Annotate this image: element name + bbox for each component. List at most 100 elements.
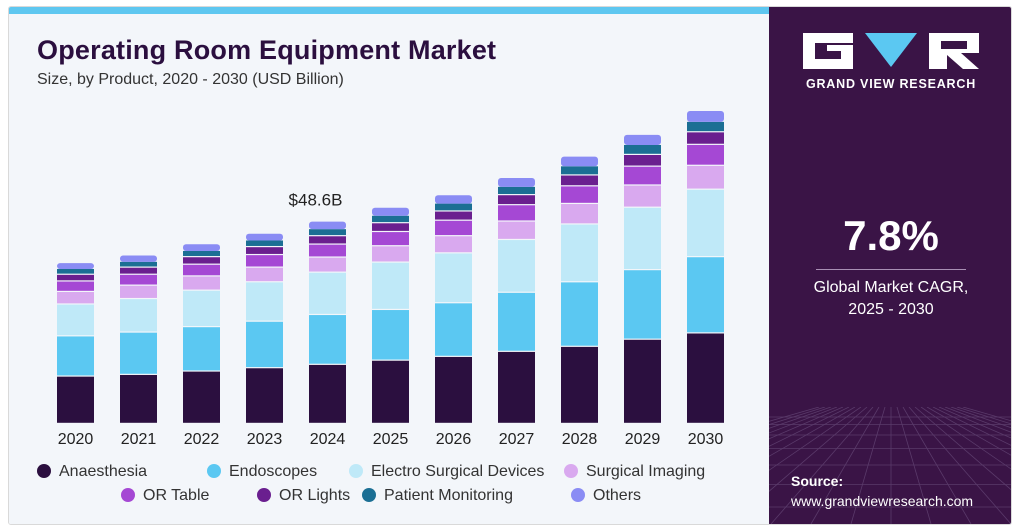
bar-segment-surgical-imaging-2030 (687, 165, 724, 189)
bar-segment-electro-surgical-devices-2022 (183, 290, 220, 327)
grid-line (769, 407, 868, 492)
bar-segment-others-2023 (246, 233, 283, 241)
bar-segment-others-2022 (183, 244, 220, 251)
grid-line (769, 407, 862, 471)
source-label: Source: (791, 473, 844, 489)
bar-segment-electro-surgical-devices-2025 (372, 262, 409, 309)
x-tick-label: 2028 (562, 431, 598, 448)
bar-segment-surgical-imaging-2020 (57, 292, 94, 304)
grid-line (950, 407, 1011, 429)
bar-segment-others-2025 (372, 207, 409, 216)
legend-item: Endoscopes (207, 463, 317, 481)
bar-segment-or-table-2025 (372, 232, 409, 246)
bar-segment-others-2029 (624, 134, 661, 145)
bar-segment-patient-monitoring-2024 (309, 229, 346, 236)
bar-segment-patient-monitoring-2029 (624, 144, 661, 154)
x-tick-label: 2021 (121, 431, 157, 448)
bar-segment-patient-monitoring-2025 (372, 215, 409, 223)
bar-segment-electro-surgical-devices-2024 (309, 272, 346, 314)
legend-item: OR Lights (257, 487, 350, 505)
bar-segment-surgical-imaging-2027 (498, 221, 535, 239)
grid-line (770, 407, 874, 524)
x-tick-label: 2022 (184, 431, 220, 448)
stacked-bar-chart: 2020 2021 2022 2023 2024 $48.6B 2025 2026 2027 20… (57, 111, 724, 448)
bar-segment-patient-monitoring-2026 (435, 203, 472, 211)
legend-swatch (37, 464, 51, 478)
grid-line (769, 407, 838, 434)
bar-segment-patient-monitoring-2022 (183, 250, 220, 257)
bar-segment-electro-surgical-devices-2027 (498, 240, 535, 292)
bar-segment-others-2020 (57, 263, 94, 269)
brand-logo (803, 33, 979, 69)
grid-line (932, 407, 1011, 446)
grid-line (944, 407, 1011, 433)
bar-segment-surgical-imaging-2028 (561, 204, 598, 224)
grid-line (914, 407, 1011, 491)
bar-segment-or-table-2026 (435, 220, 472, 236)
bar-segment-anaesthesia-2023 (246, 368, 283, 423)
grid-decoration (769, 407, 1011, 524)
bar-segment-or-table-2027 (498, 205, 535, 221)
x-tick-label: 2020 (58, 431, 94, 448)
grid-line (769, 407, 832, 429)
bar-segment-or-table-2028 (561, 186, 598, 203)
bar-segment-electro-surgical-devices-2030 (687, 189, 724, 257)
chart-title: Operating Room Equipment Market (37, 35, 497, 65)
x-tick-label: 2026 (436, 431, 472, 448)
bar-segment-or-table-2020 (57, 281, 94, 291)
brand-name: GRAND VIEW RESEARCH (805, 77, 977, 91)
bar-segment-or-lights-2022 (183, 257, 220, 264)
bar-segment-patient-monitoring-2021 (120, 261, 157, 267)
legend-label: OR Lights (279, 487, 351, 504)
source-link[interactable]: www.grandviewresearch.com (791, 493, 974, 509)
cagr-label-line2: 2025 - 2030 (848, 301, 934, 318)
bar-segment-patient-monitoring-2028 (561, 166, 598, 175)
grid-line (938, 407, 1011, 439)
legend-swatch (362, 488, 376, 502)
cagr-value: 7.8% (843, 212, 939, 259)
grid-line (769, 407, 850, 447)
bar-segment-or-lights-2029 (624, 154, 661, 166)
chart-legend: Anaesthesia Endoscopes Electro Surgical De… (37, 463, 767, 511)
bar-segment-anaesthesia-2024 (309, 364, 346, 423)
bar-segment-electro-surgical-devices-2028 (561, 224, 598, 282)
bar-segment-endoscopes-2029 (624, 270, 661, 339)
legend-item: Anaesthesia (37, 463, 147, 481)
legend-label: Patient Monitoring (384, 487, 513, 504)
bar-segment-endoscopes-2030 (687, 257, 724, 333)
bar-segment-anaesthesia-2022 (183, 371, 220, 423)
divider (816, 269, 966, 270)
grid-line (926, 407, 1011, 456)
cagr-label-line1: Global Market CAGR, (813, 279, 969, 296)
bar-segment-or-lights-2024 (309, 236, 346, 244)
bar-segment-others-2024 (309, 221, 346, 230)
x-tick-label: 2025 (373, 431, 409, 448)
bar-segment-patient-monitoring-2020 (57, 268, 94, 274)
bar-segment-endoscopes-2023 (246, 321, 283, 368)
bar-segment-surgical-imaging-2024 (309, 257, 346, 272)
bar-segment-or-lights-2030 (687, 132, 724, 144)
legend-label: Surgical Imaging (586, 463, 706, 480)
bar-segment-or-lights-2023 (246, 247, 283, 254)
legend-item: Others (571, 487, 641, 505)
legend-label: Others (593, 487, 642, 504)
bar-segment-or-lights-2021 (120, 267, 157, 274)
bar-segment-endoscopes-2025 (372, 310, 409, 360)
bar-segment-others-2026 (435, 195, 472, 204)
legend-swatch (349, 464, 363, 478)
bar-segment-or-table-2023 (246, 255, 283, 267)
bar-segment-surgical-imaging-2023 (246, 267, 283, 282)
grid-line (896, 407, 932, 524)
bar-segment-electro-surgical-devices-2020 (57, 304, 94, 336)
grid-line (920, 407, 1011, 470)
bar-segment-others-2028 (561, 156, 598, 167)
grid-line (769, 407, 844, 440)
legend-swatch (207, 464, 221, 478)
bar-segment-or-table-2024 (309, 244, 346, 257)
legend-swatch (121, 488, 135, 502)
bar-segment-or-lights-2027 (498, 195, 535, 205)
bar-segment-anaesthesia-2029 (624, 339, 661, 423)
grid-line (810, 407, 880, 524)
bar-segment-endoscopes-2027 (498, 292, 535, 351)
legend-label: Endoscopes (229, 463, 318, 480)
